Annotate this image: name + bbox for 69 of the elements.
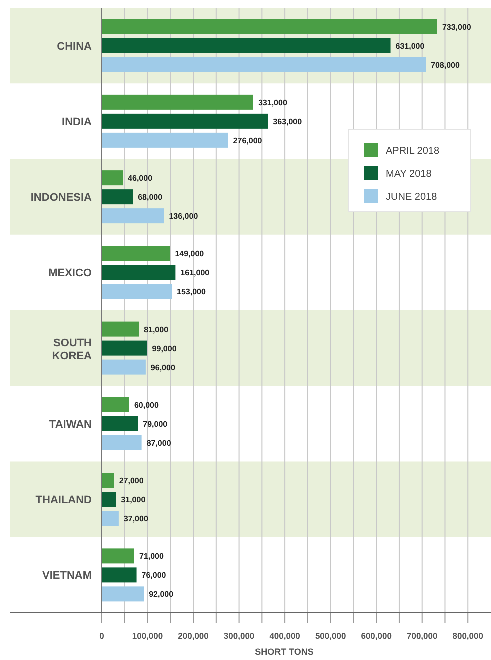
data-label: 46,000 xyxy=(128,174,154,184)
data-label: 92,000 xyxy=(149,590,174,600)
bar xyxy=(102,322,140,337)
bar xyxy=(102,208,164,224)
data-label: 76,000 xyxy=(142,571,167,580)
bar xyxy=(102,114,268,129)
y-tick-label: THAILAND xyxy=(36,494,92,507)
data-label: 96,000 xyxy=(150,363,176,372)
x-tick-label: 800,000 xyxy=(452,631,484,641)
bar xyxy=(102,435,142,450)
x-tick-label: 0 xyxy=(100,631,105,641)
x-tick-label: 500,000 xyxy=(315,631,346,641)
bar xyxy=(102,170,124,186)
y-tick-label: MEXICO xyxy=(48,268,92,280)
bar xyxy=(102,284,172,300)
bar xyxy=(102,132,228,148)
bar xyxy=(102,360,146,375)
data-label: 87,000 xyxy=(146,438,172,448)
bar xyxy=(102,492,116,508)
bar xyxy=(102,416,138,432)
data-label: 81,000 xyxy=(144,325,170,334)
data-label: 161,000 xyxy=(180,268,210,278)
bar xyxy=(102,568,137,583)
data-label: 708,000 xyxy=(431,60,460,70)
bar xyxy=(102,397,130,412)
data-label: 276,000 xyxy=(233,136,263,146)
data-label: 99,000 xyxy=(152,344,178,354)
x-axis-title: SHORT TONS xyxy=(255,647,314,657)
data-label: 27,000 xyxy=(119,476,144,486)
bar xyxy=(102,511,119,526)
data-label: 60,000 xyxy=(134,400,160,410)
legend-label: JUNE 2018 xyxy=(386,192,438,203)
legend-label: APRIL 2018 xyxy=(386,146,440,157)
y-tick-label: VIETNAM xyxy=(42,570,92,582)
bar xyxy=(102,473,114,488)
data-label: 37,000 xyxy=(124,514,149,524)
y-tick-label: INDIA xyxy=(62,116,92,128)
x-tick-label: 300,000 xyxy=(224,631,255,641)
data-label: 68,000 xyxy=(138,193,164,202)
bar xyxy=(102,548,134,564)
bar xyxy=(102,190,134,205)
y-tick-label: INDONESIA xyxy=(30,192,92,204)
y-tick-label: SOUTH KOREA xyxy=(52,337,92,362)
data-label: 733,000 xyxy=(442,22,472,32)
bar xyxy=(102,586,144,602)
bar xyxy=(102,38,391,54)
bar xyxy=(102,57,426,72)
legend-label: MAY 2018 xyxy=(386,169,432,180)
data-label: 71,000 xyxy=(139,552,165,562)
bar xyxy=(102,246,170,262)
data-label: 363,000 xyxy=(273,117,303,126)
x-tick-label: 100,000 xyxy=(132,631,164,641)
x-tick-label: 600,000 xyxy=(361,631,392,641)
bar xyxy=(102,340,148,356)
data-label: 153,000 xyxy=(177,288,206,297)
data-label: 631,000 xyxy=(396,42,426,51)
data-label: 31,000 xyxy=(121,496,146,505)
x-tick-label: 700,000 xyxy=(406,631,438,641)
x-tick-label: 200,000 xyxy=(178,631,210,641)
y-tick-label: CHINA xyxy=(57,40,92,53)
data-label: 79,000 xyxy=(143,420,168,429)
data-label: 149,000 xyxy=(175,250,205,259)
bar xyxy=(102,19,438,34)
x-tick-label: 400,000 xyxy=(270,631,301,641)
data-label: 331,000 xyxy=(258,98,288,108)
bar xyxy=(102,265,176,280)
y-tick-label: TAIWAN xyxy=(49,418,92,431)
bar xyxy=(102,94,254,110)
data-label: 136,000 xyxy=(169,212,199,222)
